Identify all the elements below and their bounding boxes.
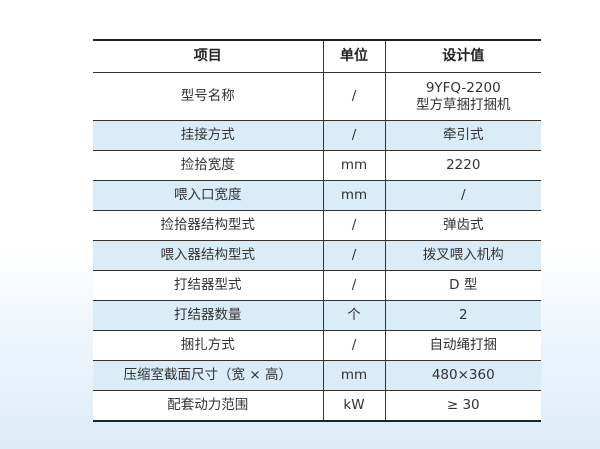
item-cell: 捡拾宽度 — [93, 150, 323, 181]
unit-cell: kW — [322, 390, 385, 422]
value-cell: 牵引式 — [384, 120, 541, 151]
unit-cell: 个 — [322, 300, 385, 331]
item-cell: 打结器型式 — [93, 270, 323, 301]
value-cell: D 型 — [384, 270, 541, 301]
value-line-1: 9YFQ-2200 — [425, 79, 501, 96]
item-cell: 捆扎方式 — [93, 330, 323, 361]
header-item: 项目 — [93, 40, 323, 73]
unit-cell: / — [322, 240, 385, 271]
table-row: 打结器型式 / D 型 — [93, 270, 541, 301]
header-unit: 单位 — [322, 40, 385, 73]
table-row: 喂入器结构型式 / 拨叉喂入机构 — [93, 240, 541, 271]
value-line-2: 型方草捆打捆机 — [416, 96, 511, 113]
table-row: 压缩室截面尺寸（宽 × 高） mm 480×360 — [93, 360, 541, 391]
item-cell: 型号名称 — [93, 72, 323, 121]
value-cell: ≥ 30 — [384, 390, 541, 422]
table-row: 挂接方式 / 牵引式 — [93, 120, 541, 151]
item-cell: 打结器数量 — [93, 300, 323, 331]
table-row: 捡拾器结构型式 / 弹齿式 — [93, 210, 541, 241]
table-row: 捡拾宽度 mm 2220 — [93, 150, 541, 181]
value-cell: 拨叉喂入机构 — [384, 240, 541, 271]
table-row: 型号名称 / 9YFQ-2200 型方草捆打捆机 — [93, 72, 541, 121]
table-row: 配套动力范围 kW ≥ 30 — [93, 390, 541, 422]
unit-cell: / — [322, 210, 385, 241]
value-cell: 自动绳打捆 — [384, 330, 541, 361]
unit-cell: mm — [322, 150, 385, 181]
spec-table: 项目 单位 设计值 型号名称 / 9YFQ-2200 型方草捆打捆机 挂接方式 /… — [93, 39, 541, 422]
item-cell: 配套动力范围 — [93, 390, 323, 422]
table-row: 捆扎方式 / 自动绳打捆 — [93, 330, 541, 361]
value-cell: 弹齿式 — [384, 210, 541, 241]
item-cell: 挂接方式 — [93, 120, 323, 151]
value-cell: 2 — [384, 300, 541, 331]
item-cell: 捡拾器结构型式 — [93, 210, 323, 241]
value-cell: 2220 — [384, 150, 541, 181]
header-row: 项目 单位 设计值 — [93, 40, 541, 73]
table-row: 喂入口宽度 mm / — [93, 180, 541, 211]
value-cell: 9YFQ-2200 型方草捆打捆机 — [384, 72, 541, 121]
unit-cell: / — [322, 120, 385, 151]
unit-cell: mm — [322, 180, 385, 211]
item-cell: 喂入器结构型式 — [93, 240, 323, 271]
unit-cell: / — [322, 72, 385, 121]
item-cell: 压缩室截面尺寸（宽 × 高） — [93, 360, 323, 391]
value-cell: 480×360 — [384, 360, 541, 391]
unit-cell: mm — [322, 360, 385, 391]
value-cell: / — [384, 180, 541, 211]
header-value: 设计值 — [384, 40, 541, 73]
table-row: 打结器数量 个 2 — [93, 300, 541, 331]
unit-cell: / — [322, 330, 385, 361]
item-cell: 喂入口宽度 — [93, 180, 323, 211]
unit-cell: / — [322, 270, 385, 301]
